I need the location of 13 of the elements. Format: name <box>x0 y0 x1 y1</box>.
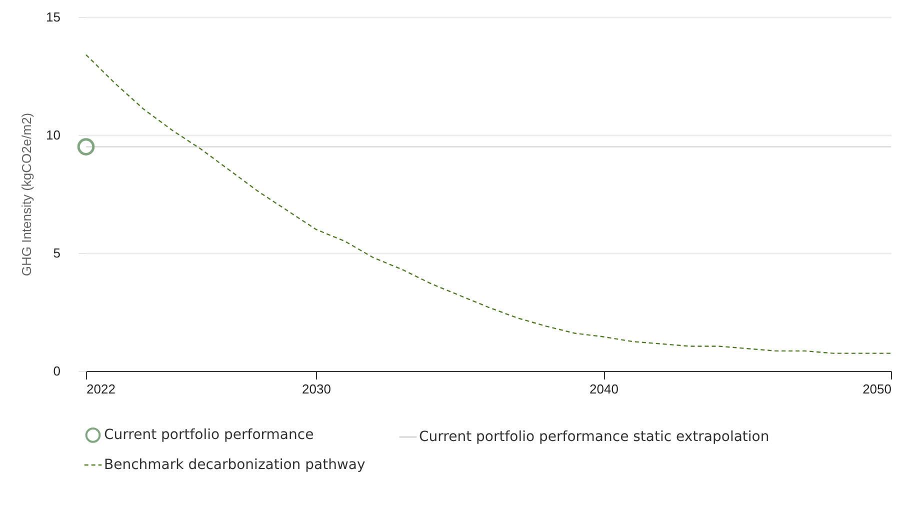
y-tick-label: 5 <box>53 246 60 260</box>
x-tick-label: 2030 <box>302 382 331 396</box>
x-tick-label: 2050 <box>862 382 892 396</box>
y-axis-title: GHG Intensity (kgCO2e/m2) <box>19 112 34 276</box>
y-tick-label: 10 <box>46 128 60 142</box>
x-tick-label: 2022 <box>86 382 116 396</box>
legend-label: Benchmark decarbonization pathway <box>104 457 366 473</box>
legend-label: Current portfolio performance static extrapolation <box>419 429 770 445</box>
x-tick-label: 2040 <box>590 382 618 396</box>
y-tick-label: 15 <box>46 10 60 24</box>
y-tick-label: 0 <box>53 364 60 378</box>
line-series <box>85 54 892 354</box>
legend-label: Current portfolio performance <box>104 427 314 444</box>
